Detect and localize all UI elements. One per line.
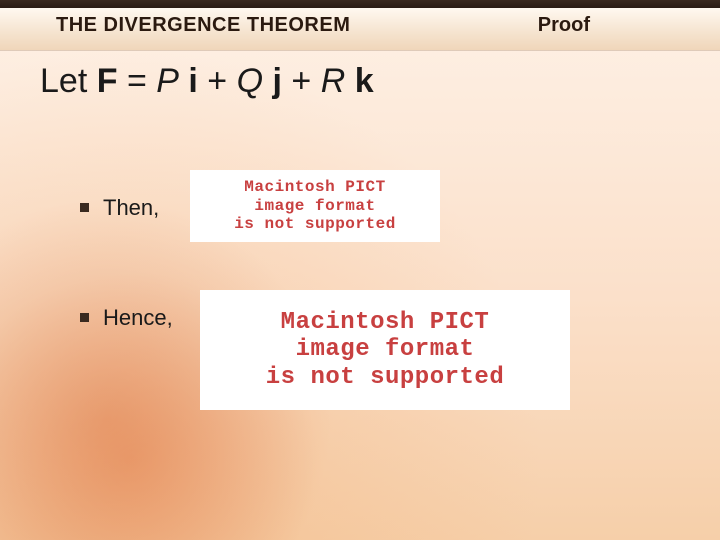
eq-P: P [156,62,179,100]
pict-placeholder-2: Macintosh PICT image format is not suppo… [200,290,570,410]
bullet-then-label: Then, [103,195,159,220]
eq-plus1: + [198,62,237,100]
bullet-square-icon [80,313,89,322]
pict-line: is not supported [266,364,504,392]
bullet-hence-label: Hence, [103,305,173,330]
pict-line: is not supported [234,215,396,233]
pict-line: Macintosh PICT [244,178,385,196]
pict-line: image format [296,336,475,364]
bullet-then: Then, [80,195,159,221]
top-bar [0,0,720,8]
eq-i: i [179,62,198,100]
eq-equals: = [118,62,157,100]
eq-R: R [321,62,346,100]
eq-plus2: + [282,62,321,100]
bullet-hence: Hence, [80,305,173,331]
pict-line: image format [254,197,375,215]
eq-Q: Q [237,62,263,100]
eq-k: k [345,62,373,100]
slide-proof-label: Proof [538,14,590,37]
eq-F: F [97,62,118,100]
pict-line: Macintosh PICT [281,309,490,337]
equation: Let F = P i + Q j + R k [40,62,374,101]
bullet-square-icon [80,203,89,212]
slide-title: THE DIVERGENCE THEOREM [56,14,350,37]
pict-placeholder-1: Macintosh PICT image format is not suppo… [190,170,440,242]
eq-let: Let [40,62,97,100]
slide: THE DIVERGENCE THEOREM Proof Let F = P i… [0,0,720,540]
eq-j: j [263,62,282,100]
